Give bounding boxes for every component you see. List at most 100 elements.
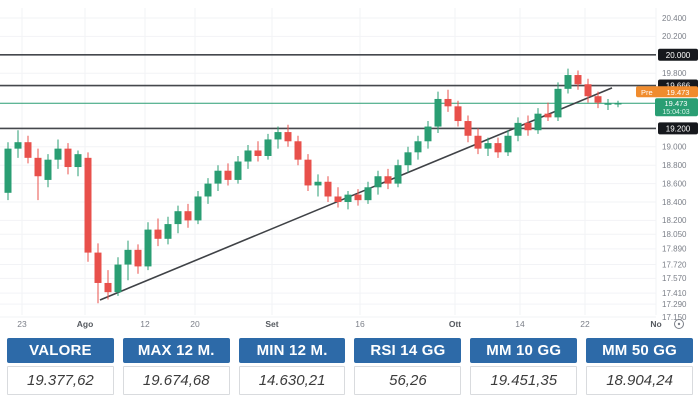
candle <box>604 98 612 110</box>
candle <box>64 143 72 175</box>
svg-text:18.200: 18.200 <box>662 216 687 225</box>
candle <box>44 154 52 188</box>
stat-value-mm-10gg: 19.451,35 <box>470 366 578 395</box>
candle <box>184 203 192 228</box>
svg-text:15:04:03: 15:04:03 <box>662 109 689 116</box>
candle <box>204 178 212 204</box>
candle <box>494 137 502 158</box>
candle <box>614 100 622 108</box>
svg-text:No: No <box>650 319 661 329</box>
stat-value-valore: 19.377,62 <box>7 366 114 395</box>
candle <box>114 257 122 296</box>
candle <box>274 126 282 149</box>
svg-text:19.800: 19.800 <box>662 69 687 78</box>
candle <box>94 243 102 304</box>
svg-text:12: 12 <box>140 319 150 329</box>
svg-text:20.000: 20.000 <box>666 51 691 60</box>
svg-text:18.800: 18.800 <box>662 161 687 170</box>
stat-header-valore: VALORE <box>7 338 114 363</box>
svg-text:20.200: 20.200 <box>662 32 687 41</box>
col-min-12m: MIN 12 M. 14.630,21 <box>238 338 346 395</box>
svg-text:17.720: 17.720 <box>662 260 687 269</box>
candle <box>464 115 472 143</box>
svg-text:Set: Set <box>265 319 278 329</box>
candles-group <box>4 68 622 304</box>
price-badge-19.200: 19.200 <box>658 122 698 135</box>
stat-header-mm-50gg: MM 50 GG <box>586 338 693 363</box>
stat-value-mm-50gg: 18.904,24 <box>586 366 693 395</box>
candle <box>284 124 292 147</box>
svg-text:20.400: 20.400 <box>662 14 687 23</box>
svg-text:17.290: 17.290 <box>662 300 687 309</box>
candle <box>504 130 512 156</box>
candle <box>174 205 182 234</box>
svg-text:14: 14 <box>515 319 525 329</box>
candle <box>554 82 562 122</box>
svg-text:20: 20 <box>190 319 200 329</box>
candle <box>34 148 42 201</box>
candle <box>564 68 572 94</box>
svg-text:23: 23 <box>17 319 27 329</box>
stat-header-mm-10gg: MM 10 GG <box>470 338 578 363</box>
candle <box>154 218 162 247</box>
candle <box>194 190 202 225</box>
stat-value-max-12m: 19.674,68 <box>122 366 230 395</box>
candle <box>134 244 142 274</box>
candle <box>514 117 522 142</box>
candle <box>254 141 262 162</box>
candle <box>84 152 92 262</box>
svg-text:19.200: 19.200 <box>666 124 691 133</box>
price-badge-20.000: 20.000 <box>658 48 698 61</box>
candle <box>294 135 302 166</box>
col-mm-10gg: MM 10 GG 19.451,35 <box>470 338 578 395</box>
candle <box>164 216 172 245</box>
candle <box>394 159 402 188</box>
candle <box>404 146 412 173</box>
candle <box>244 144 252 169</box>
candle <box>524 115 532 136</box>
candle <box>484 137 492 156</box>
col-mm-50gg: MM 50 GG 18.904,24 <box>586 338 693 395</box>
candle <box>474 128 482 155</box>
candle <box>264 133 272 160</box>
svg-text:19.666: 19.666 <box>666 82 691 91</box>
level-lines <box>0 53 656 130</box>
candle <box>454 100 462 127</box>
price-chart-panel: 20.400 20.200 19.800 19.000 18.800 18.600 18.4… <box>0 8 698 329</box>
gridlines <box>0 8 657 318</box>
candle <box>444 89 452 112</box>
stat-value-min-12m: 14.630,21 <box>238 366 346 395</box>
candle <box>424 121 432 149</box>
col-max-12m: MAX 12 M. 19.674,68 <box>122 338 230 395</box>
stat-value-rsi-14gg: 56,26 <box>354 366 462 395</box>
time-axis-labels: 23 Ago 12 20 Set 16 Ott 14 22 No <box>17 319 661 329</box>
stat-header-max-12m: MAX 12 M. <box>122 338 230 363</box>
candle <box>384 168 392 190</box>
svg-text:19.000: 19.000 <box>662 143 687 152</box>
candle <box>54 139 62 169</box>
candle <box>144 222 152 271</box>
svg-text:Ott: Ott <box>449 319 461 329</box>
price-axis-labels: 20.400 20.200 19.800 19.000 18.800 18.600 18.4… <box>662 14 687 322</box>
svg-text:22: 22 <box>580 319 590 329</box>
candle <box>234 156 242 184</box>
axis-settings-icon[interactable] <box>674 319 684 329</box>
stats-table: VALORE 19.377,62 MAX 12 M. 19.674,68 MIN… <box>0 334 700 395</box>
svg-text:17.890: 17.890 <box>662 245 687 254</box>
candle <box>314 174 322 197</box>
svg-text:19.473: 19.473 <box>665 99 688 108</box>
stat-header-rsi-14gg: RSI 14 GG <box>354 338 462 363</box>
candle <box>414 135 422 160</box>
candle <box>534 108 542 134</box>
candle <box>324 176 332 202</box>
svg-text:Pre: Pre <box>641 88 653 97</box>
svg-text:19.473: 19.473 <box>667 88 690 97</box>
candle <box>544 102 552 122</box>
candle <box>434 91 442 133</box>
svg-text:16: 16 <box>355 319 365 329</box>
candle <box>4 142 12 201</box>
candle <box>584 78 592 103</box>
candle <box>574 70 582 90</box>
svg-text:18.600: 18.600 <box>662 179 687 188</box>
